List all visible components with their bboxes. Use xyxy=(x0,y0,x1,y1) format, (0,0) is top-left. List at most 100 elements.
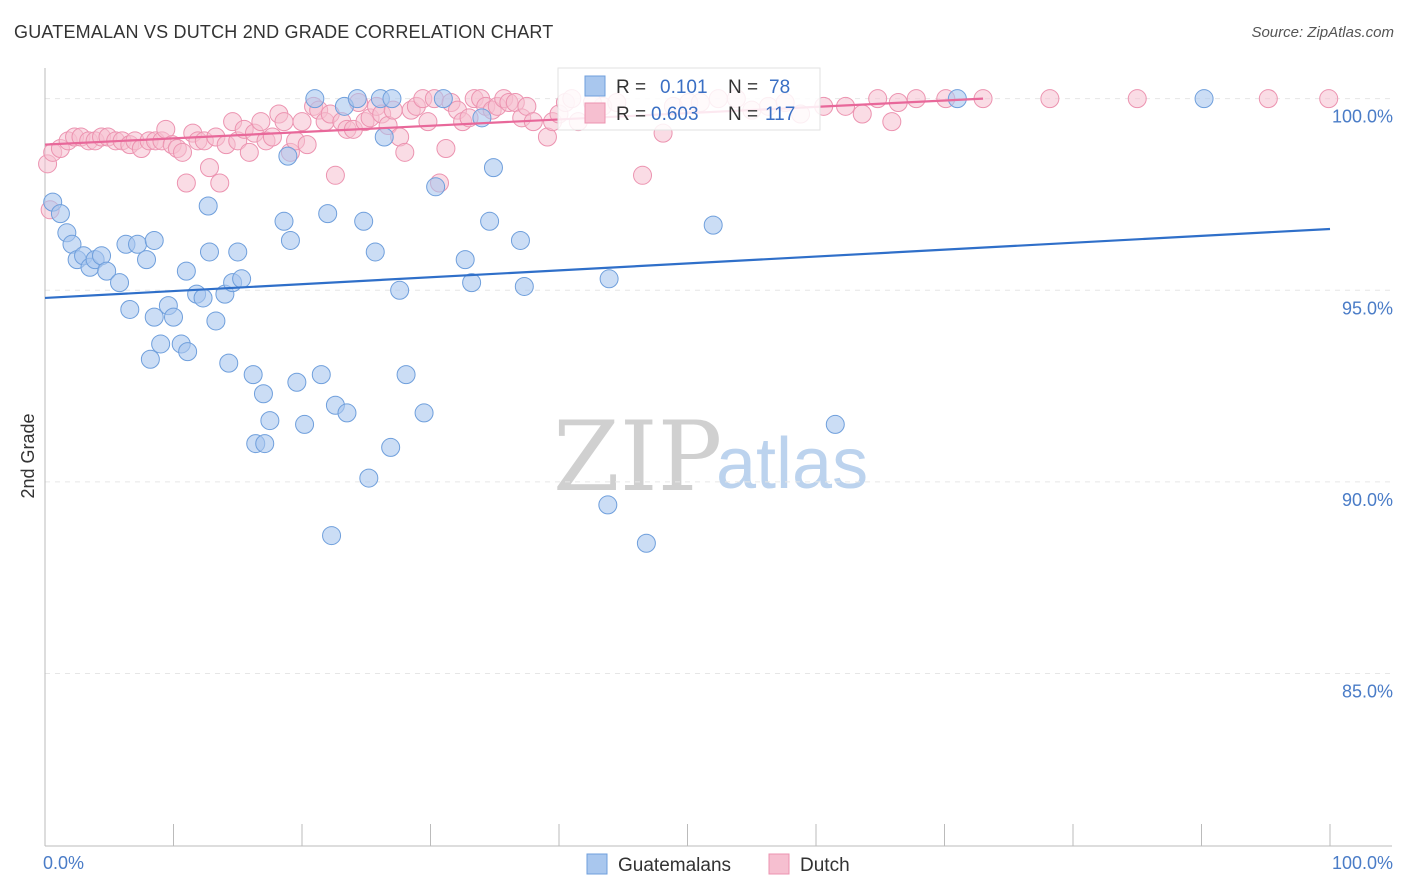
dutch-trend-line xyxy=(44,97,984,146)
guatemalan-point xyxy=(140,349,160,369)
guatemalan-point xyxy=(232,269,252,289)
guatemalan-point xyxy=(243,365,263,385)
watermark-zip: ZIP xyxy=(553,401,722,513)
guatemalan-point xyxy=(374,127,394,147)
dutch-point xyxy=(297,135,317,155)
dutch-point xyxy=(262,127,282,147)
dutch-point xyxy=(1258,89,1278,109)
guatemalan-point xyxy=(396,365,416,385)
dutch-point xyxy=(1319,89,1339,109)
x-tick-labels: 0.0% 100.0% xyxy=(43,853,1393,873)
legend-r-value-2: 0.603 xyxy=(651,104,699,125)
guatemalan-point xyxy=(318,204,338,224)
guatemalan-point xyxy=(433,89,453,109)
guatemalan-point xyxy=(110,273,130,293)
y-tick-label: 85.0% xyxy=(1342,682,1393,702)
guatemalan-point xyxy=(255,434,275,454)
guatemalan-point xyxy=(144,307,164,327)
guatemalan-point xyxy=(1194,89,1214,109)
bottom-legend: Guatemalans Dutch xyxy=(586,853,850,876)
y-axis-label: 2nd Grade xyxy=(18,413,38,498)
guatemalan-point xyxy=(825,414,845,434)
trend-lines xyxy=(44,97,1331,300)
dutch-point xyxy=(292,112,312,132)
guatemalan-point xyxy=(253,384,273,404)
guatemalan-point xyxy=(381,437,401,457)
stats-legend: R = 0.101 N = 78 R = 0.603 N = 117 xyxy=(557,67,821,131)
guatemalan-point xyxy=(322,526,342,546)
legend-n-value-2: 117 xyxy=(765,104,795,125)
watermark: ZIP atlas xyxy=(553,401,868,513)
guatemalan-point xyxy=(137,250,157,270)
guatemalan-point xyxy=(426,177,446,197)
dutch-point xyxy=(418,112,438,132)
guatemalan-point xyxy=(260,411,280,431)
guatemalan-point xyxy=(199,242,219,262)
dutch-point xyxy=(210,173,230,193)
y-tick-labels: 85.0% 90.0% 95.0% 100.0% xyxy=(1332,107,1393,702)
guatemalan-point xyxy=(164,307,183,327)
guatemalan-point xyxy=(414,403,434,423)
dutch-point xyxy=(852,104,872,124)
guatemalan-point xyxy=(337,403,357,423)
guatemalan-point xyxy=(178,342,198,362)
guatemalan-point xyxy=(144,230,164,250)
dutch-point xyxy=(199,158,219,178)
x-tick-label-end: 100.0% xyxy=(1332,853,1393,873)
guatemalan-point xyxy=(703,215,723,235)
guatemalan-point xyxy=(120,299,140,319)
legend-r-value-1: 0.101 xyxy=(660,77,708,98)
guatemalan-point xyxy=(382,89,402,109)
chart-source: Source: ZipAtlas.com xyxy=(1251,24,1394,41)
guatemalan-point xyxy=(193,288,213,308)
dutch-point xyxy=(1040,89,1060,109)
dutch-point xyxy=(436,138,456,158)
guatemalan-point xyxy=(514,276,534,296)
guatemalan-point xyxy=(354,211,374,231)
dutch-point xyxy=(251,112,271,132)
bottom-legend-blue-swatch xyxy=(586,853,608,875)
x-tick-label-start: 0.0% xyxy=(43,853,84,873)
dutch-point xyxy=(172,142,192,162)
dutch-point xyxy=(274,112,294,132)
dutch-point xyxy=(239,142,259,162)
guatemalan-point xyxy=(278,146,298,166)
guatemalan-point xyxy=(390,280,410,300)
legend-n-label-2: N = xyxy=(728,104,758,125)
gridlines xyxy=(45,98,1392,675)
guatemalan-point xyxy=(311,365,331,385)
dutch-point xyxy=(325,165,345,185)
dutch-point xyxy=(176,173,196,193)
guatemalan-point xyxy=(151,334,171,354)
bottom-legend-dutch: Dutch xyxy=(800,855,850,876)
guatemalan-point xyxy=(455,250,475,270)
guatemalan-point xyxy=(295,414,315,434)
guatemalan-point xyxy=(219,353,239,373)
dutch-point xyxy=(633,165,653,185)
guatemalan-point xyxy=(598,495,618,515)
dutch-point xyxy=(395,142,415,162)
blue-swatch xyxy=(584,75,606,97)
guatemalan-point xyxy=(198,196,218,216)
guatemalan-points xyxy=(43,89,1214,553)
guatemalan-point xyxy=(305,89,325,109)
guatemalan-point xyxy=(287,372,307,392)
guatemalan-trend-line xyxy=(44,227,1331,300)
guatemalan-point xyxy=(359,468,379,488)
dutch-point xyxy=(882,112,902,132)
pink-swatch xyxy=(584,102,606,124)
axes xyxy=(44,68,1392,847)
guatemalan-point xyxy=(50,204,70,224)
guatemalan-point xyxy=(365,242,385,262)
legend-n-label-1: N = xyxy=(728,77,758,98)
guatemalan-point xyxy=(599,269,619,289)
bottom-legend-pink-swatch xyxy=(768,853,790,875)
guatemalan-point xyxy=(483,158,503,178)
chart-title: GUATEMALAN VS DUTCH 2ND GRADE CORRELATIO… xyxy=(14,22,554,42)
legend-r-label-1: R = xyxy=(616,77,646,98)
dutch-point xyxy=(906,89,926,109)
guatemalan-point xyxy=(280,230,300,250)
legend-n-value-1: 78 xyxy=(769,77,790,98)
guatemalan-point xyxy=(206,311,226,331)
